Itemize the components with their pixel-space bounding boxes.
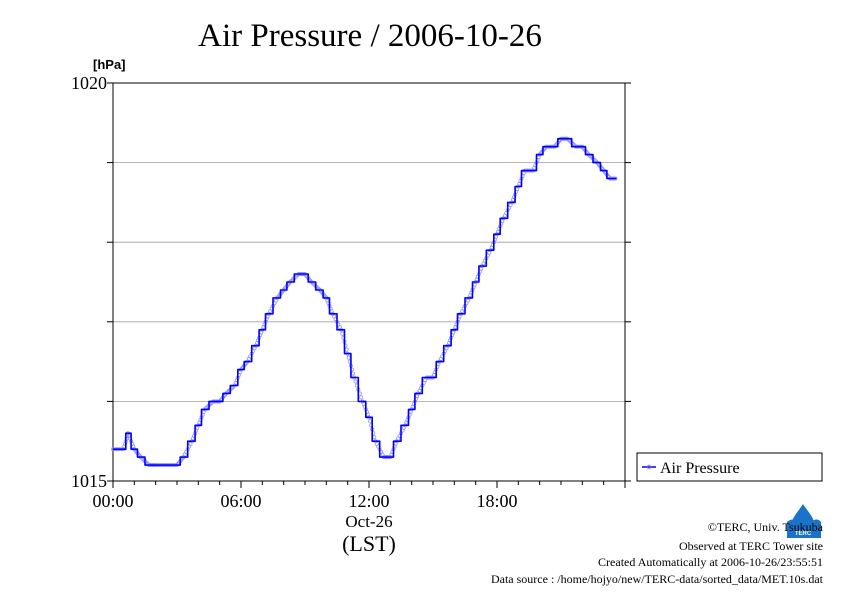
data-point [346,355,351,360]
series-markers [111,136,618,468]
x-tick-label: 00:00 [92,491,133,511]
credit-observed: Observed at TERC Tower site [679,539,823,553]
plot-frame [112,82,626,482]
legend: Air Pressure [636,452,823,482]
data-point [351,371,355,376]
legend-box [636,452,823,482]
data-point [344,347,349,352]
terc-logo-wave-icon [787,519,821,538]
y-tick-label: 1020 [71,73,107,93]
y-gridlines [113,162,625,402]
x-tick-label: 06:00 [220,491,261,511]
credit-copyright: ©TERC, Univ. Tsukuba [708,520,824,534]
legend-swatch-dot [646,464,652,470]
axis-ticks [107,82,631,488]
y-tick-labels: 1020 1015 [71,73,107,491]
x-tick-labels: 00:00 06:00 12:00 18:00 [92,491,517,511]
y-tick-label: 1015 [71,471,107,491]
credit-created: Created Automatically at 2006-10-26/23:5… [598,555,823,569]
series-layer [111,136,618,468]
credit-data-source: Data source : /home/hojyo/new/TERC-data/… [491,572,824,586]
x-axis-date-label: Oct-26 [345,512,392,531]
data-point [359,395,364,400]
chart-title: Air Pressure / 2006-10-26 [198,18,542,54]
series-line-air-pressure [113,137,617,466]
data-point [353,379,358,384]
legend-label: Air Pressure [660,460,740,477]
x-tick-label: 12:00 [348,491,389,511]
terc-logo-text: TERC [795,531,812,537]
data-point [368,419,373,424]
x-axis-title: (LST) [342,531,396,556]
data-point [340,331,345,336]
x-tick-label: 18:00 [476,491,517,511]
terc-logo: TERC [785,502,821,538]
y-axis-unit-label: [hPa] [93,57,126,72]
data-point [372,435,377,440]
